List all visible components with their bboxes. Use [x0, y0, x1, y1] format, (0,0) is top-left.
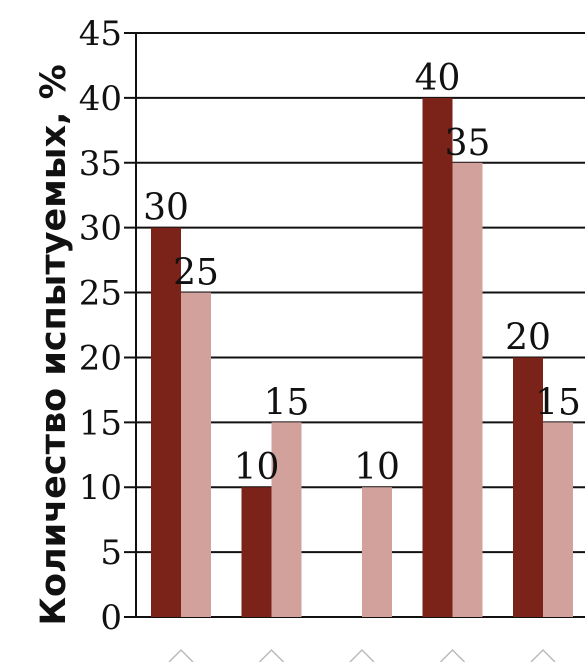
y-tick-label: 0 [100, 598, 122, 638]
category-mark [439, 648, 466, 662]
bar-g4-s2 [452, 162, 483, 617]
data-label-g2-s2: 15 [264, 382, 310, 423]
category-mark [258, 648, 285, 662]
bar-g4-s1 [422, 97, 453, 617]
bar-g2-s2 [271, 422, 302, 617]
category-mark [349, 648, 375, 662]
bar-g5-s2 [543, 422, 573, 617]
bar-g2-s1 [241, 487, 272, 617]
y-axis-label: Количество испытуемых, % [34, 64, 74, 625]
bar-g1-s1 [151, 227, 181, 617]
y-tick-label: 25 [79, 274, 122, 314]
y-tick-label: 10 [79, 468, 122, 508]
category-mark [530, 648, 556, 662]
y-tick-label: 20 [79, 338, 122, 378]
data-label-g4-s1: 40 [415, 58, 461, 99]
bar-g3-s2 [362, 487, 392, 617]
data-labels: 30 25 10 15 10 40 35 20 15 [143, 58, 581, 488]
bar-g1-s2 [181, 292, 211, 617]
y-tick-label: 15 [79, 403, 122, 443]
data-label-g3-s2: 10 [354, 447, 400, 488]
y-tick-label: 35 [79, 144, 122, 184]
data-label-g1-s2: 25 [173, 253, 219, 294]
y-tick-label: 45 [79, 14, 122, 54]
y-tick-label: 40 [79, 79, 122, 119]
category-mark [168, 648, 194, 662]
y-tick-labels: 0 5 10 15 20 25 30 35 40 45 [79, 14, 122, 638]
y-tick-label: 5 [100, 533, 122, 573]
bars [151, 97, 573, 617]
data-label-g1-s1: 30 [143, 188, 189, 229]
y-tick-label: 30 [79, 209, 122, 249]
bar-g5-s1 [513, 357, 543, 617]
data-label-g5-s2: 15 [535, 382, 581, 423]
data-label-g4-s2: 35 [445, 123, 491, 164]
x-category-marks [168, 648, 556, 662]
data-label-g2-s1: 10 [234, 447, 280, 488]
data-label-g5-s1: 20 [505, 317, 551, 358]
